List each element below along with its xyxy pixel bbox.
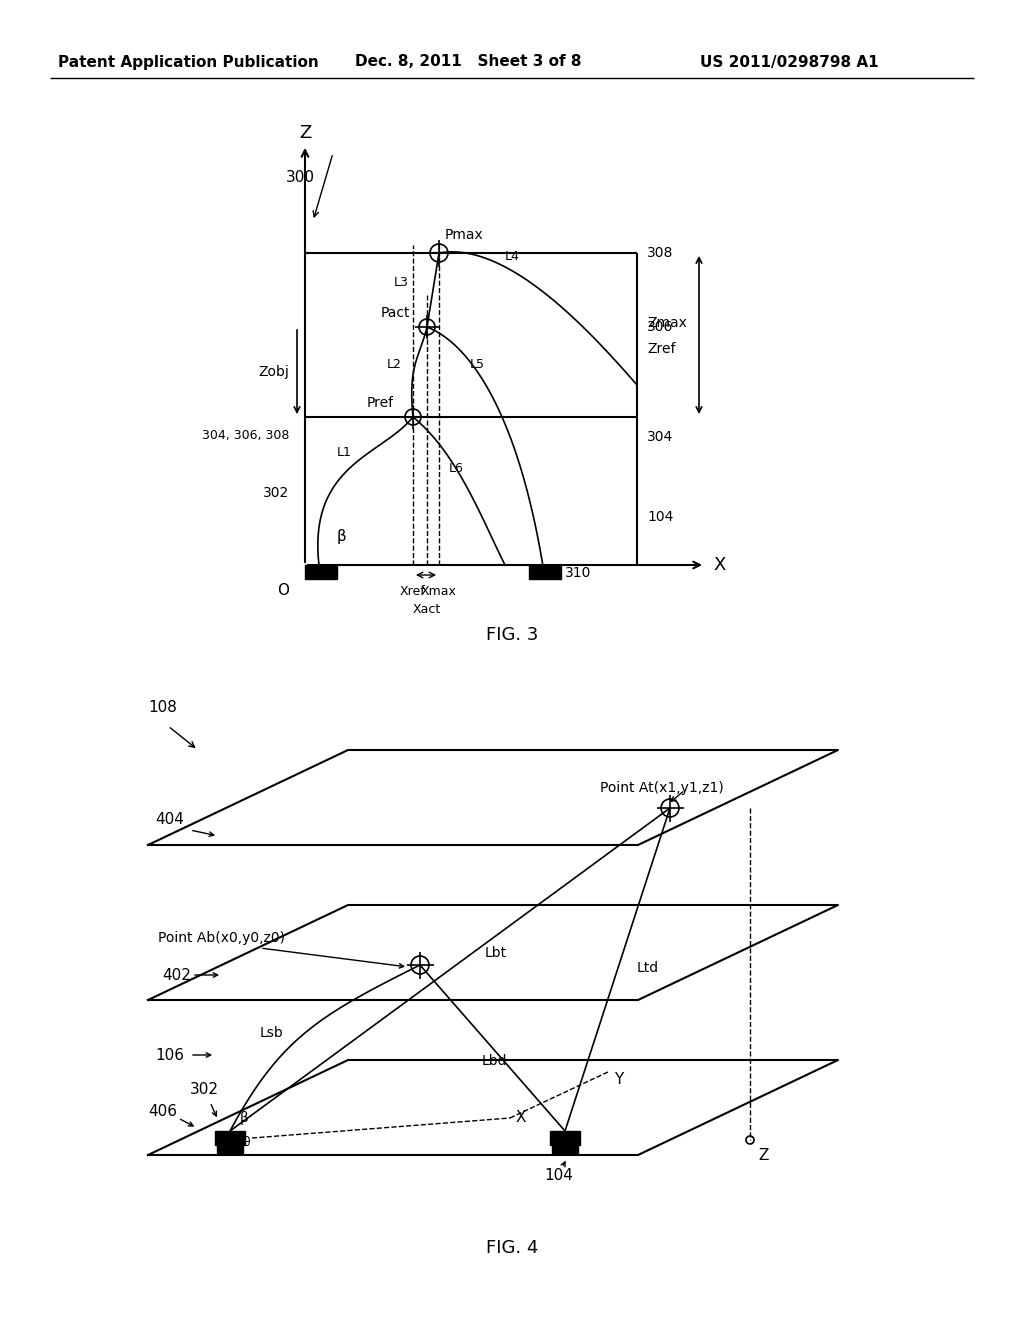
- Text: 402: 402: [162, 968, 190, 982]
- Bar: [217, 1144, 243, 1152]
- Text: 104: 104: [647, 510, 674, 524]
- Text: Z: Z: [299, 124, 311, 143]
- Text: 108: 108: [148, 701, 177, 715]
- Text: Y: Y: [614, 1072, 624, 1086]
- Text: Pref: Pref: [367, 396, 394, 411]
- Bar: [552, 1144, 578, 1152]
- Text: 302: 302: [263, 486, 289, 500]
- Text: Lbt: Lbt: [485, 946, 507, 960]
- Text: θ: θ: [242, 1135, 250, 1148]
- Text: 304: 304: [647, 430, 673, 444]
- Text: Pact: Pact: [381, 306, 411, 319]
- Text: Pmax: Pmax: [445, 228, 483, 242]
- Text: US 2011/0298798 A1: US 2011/0298798 A1: [700, 54, 879, 70]
- Text: Zobj: Zobj: [258, 366, 289, 379]
- Text: 310: 310: [565, 566, 592, 579]
- Text: 406: 406: [148, 1105, 177, 1119]
- Text: L4: L4: [505, 251, 520, 264]
- Text: Ltd: Ltd: [637, 961, 659, 975]
- Bar: [550, 1131, 580, 1144]
- Text: L1: L1: [337, 446, 352, 459]
- Text: 300: 300: [286, 170, 315, 186]
- Text: FIG. 4: FIG. 4: [485, 1239, 539, 1257]
- Text: Z: Z: [758, 1148, 768, 1163]
- Text: X: X: [516, 1110, 526, 1126]
- Text: Zmax: Zmax: [647, 315, 687, 330]
- Text: Point At(x1,y1,z1): Point At(x1,y1,z1): [600, 781, 724, 795]
- Text: Dec. 8, 2011   Sheet 3 of 8: Dec. 8, 2011 Sheet 3 of 8: [355, 54, 582, 70]
- Text: L3: L3: [394, 276, 409, 289]
- Text: 106: 106: [155, 1048, 184, 1063]
- Bar: [529, 565, 561, 579]
- Text: FIG. 3: FIG. 3: [485, 626, 539, 644]
- Text: 304, 306, 308: 304, 306, 308: [202, 429, 289, 441]
- Text: 104: 104: [544, 1167, 572, 1183]
- Text: 306: 306: [647, 319, 674, 334]
- Text: 404: 404: [155, 813, 184, 828]
- Text: Point Ab(x0,y0,z0): Point Ab(x0,y0,z0): [158, 931, 285, 945]
- Text: Xref: Xref: [400, 585, 426, 598]
- Text: L5: L5: [470, 359, 485, 371]
- Bar: [215, 1131, 245, 1144]
- Text: L6: L6: [449, 462, 464, 475]
- Bar: [305, 565, 337, 579]
- Text: β: β: [240, 1111, 249, 1125]
- Text: O: O: [278, 583, 289, 598]
- Text: Patent Application Publication: Patent Application Publication: [58, 54, 318, 70]
- Text: Lbd: Lbd: [482, 1053, 508, 1068]
- Text: Xmax: Xmax: [421, 585, 457, 598]
- Text: Xact: Xact: [413, 603, 441, 616]
- Text: X: X: [713, 556, 725, 574]
- Text: L2: L2: [387, 359, 401, 371]
- Text: Zref: Zref: [647, 342, 676, 356]
- Text: β: β: [336, 529, 346, 544]
- Text: 308: 308: [647, 246, 674, 260]
- Text: 302: 302: [190, 1082, 219, 1097]
- Text: Lsb: Lsb: [260, 1026, 284, 1040]
